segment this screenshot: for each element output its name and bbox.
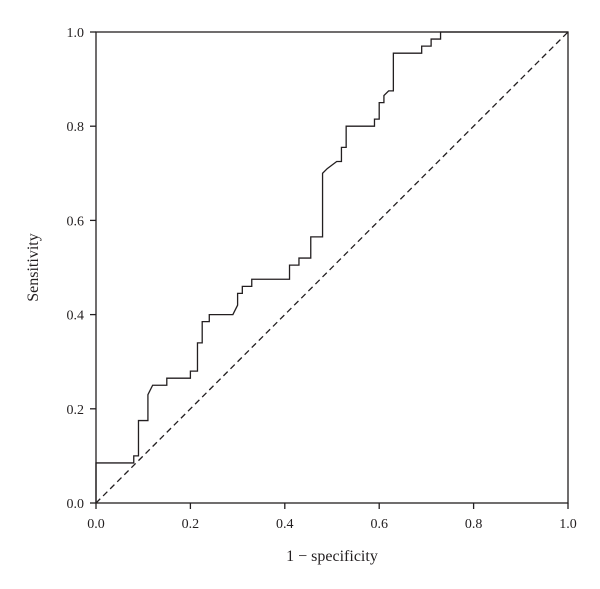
x-axis-title: 1 − specificity	[286, 548, 378, 565]
x-tick-label: 0.6	[370, 517, 388, 532]
roc-curve-line	[95, 31, 568, 503]
y-tick-label: 0.8	[67, 120, 85, 135]
x-tick-label: 1.0	[559, 517, 577, 532]
axis-tick-labels: 0.0 0.2 0.4 0.6 0.8 1.0 0.0 0.2 0.4 0.6 0.8 1.0	[67, 26, 577, 532]
plot-frame	[95, 31, 569, 504]
y-tick-label: 0.0	[67, 497, 85, 512]
x-tick-label: 0.0	[87, 517, 105, 532]
x-tick-label: 0.2	[182, 517, 200, 532]
y-axis-title: Sensitivity	[25, 233, 42, 301]
y-tick-label: 0.2	[67, 403, 85, 418]
y-tick-label: 1.0	[67, 26, 85, 41]
x-tick-label: 0.4	[276, 517, 294, 532]
y-tick-label: 0.6	[67, 214, 85, 229]
axis-ticks	[90, 31, 569, 509]
y-tick-label: 0.4	[67, 309, 85, 324]
plot-area	[95, 31, 569, 504]
reference-diagonal-line	[95, 31, 569, 504]
x-tick-label: 0.8	[465, 517, 483, 532]
